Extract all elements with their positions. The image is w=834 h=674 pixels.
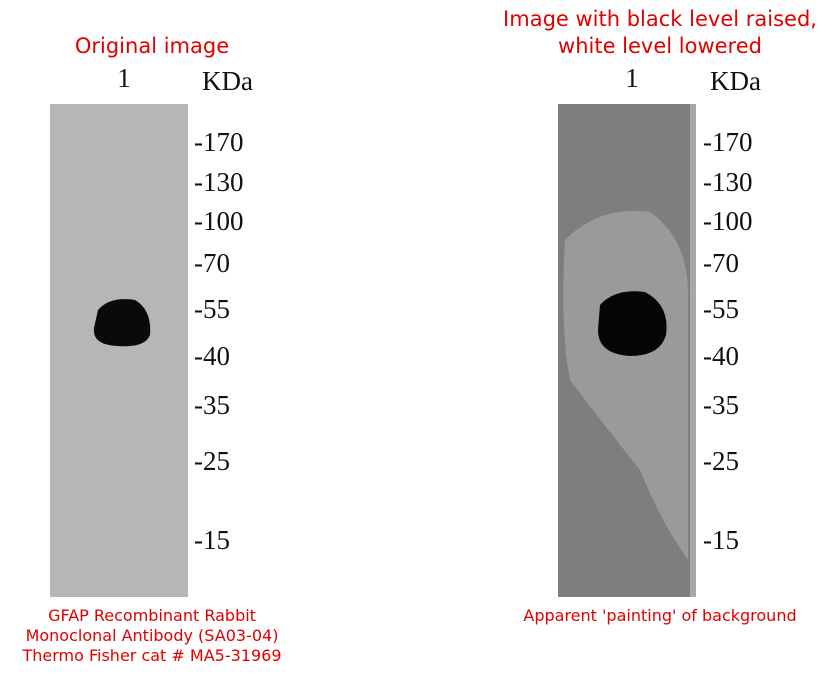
caption: Apparent 'painting' of background [523, 606, 796, 625]
marker-label: -70 [194, 248, 230, 278]
edge [690, 104, 696, 597]
marker-label: -100 [194, 206, 244, 236]
band [598, 291, 667, 356]
marker-label: -130 [703, 167, 753, 197]
marker-label: -55 [703, 294, 739, 324]
panel-original [50, 104, 188, 597]
unit-label: KDa [710, 66, 761, 96]
marker-label: -25 [703, 446, 739, 476]
lane-label: 1 [625, 63, 639, 93]
panel-title: Image with black level raised, [503, 7, 817, 31]
unit-label: KDa [202, 66, 253, 96]
caption: Thermo Fisher cat # MA5-31969 [21, 646, 281, 665]
band [93, 299, 151, 347]
panel-adjusted [558, 104, 696, 597]
marker-label: -15 [194, 525, 230, 555]
blot-image [50, 104, 188, 597]
marker-label: -70 [703, 248, 739, 278]
marker-label: -35 [194, 390, 230, 420]
marker-label: -40 [703, 341, 739, 371]
caption: Monoclonal Antibody (SA03-04) [26, 626, 279, 645]
marker-label: -40 [194, 341, 230, 371]
lane-label: 1 [117, 63, 131, 93]
marker-label: -55 [194, 294, 230, 324]
marker-label: -15 [703, 525, 739, 555]
marker-label: -25 [194, 446, 230, 476]
marker-label: -35 [703, 390, 739, 420]
marker-label: -100 [703, 206, 753, 236]
marker-label: -170 [703, 127, 753, 157]
panel-title: Original image [75, 34, 229, 58]
caption: GFAP Recombinant Rabbit [48, 606, 256, 625]
marker-label: -170 [194, 127, 244, 157]
marker-label: -130 [194, 167, 244, 197]
background-patch [563, 210, 689, 561]
panel-title: white level lowered [558, 34, 762, 58]
